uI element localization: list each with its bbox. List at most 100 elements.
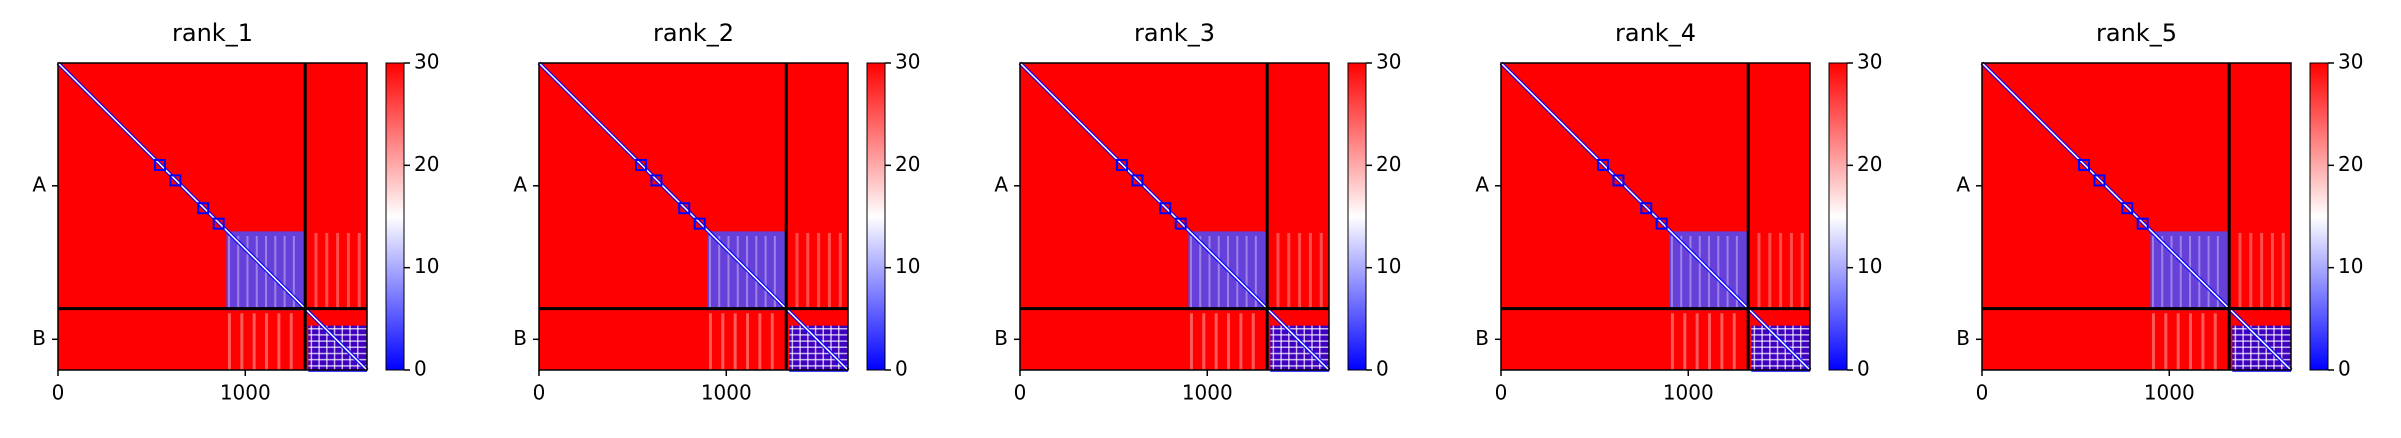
heatmap-streak xyxy=(2213,313,2217,372)
heatmap-dot xyxy=(1131,174,1144,187)
heatmap-streak xyxy=(237,236,240,308)
heatmap-streak xyxy=(1717,236,1720,308)
heatmap-streak xyxy=(2281,232,2285,311)
heatmap-streak xyxy=(838,232,842,311)
heatmap-streak xyxy=(817,232,821,311)
x-tick-label: 0 xyxy=(1495,381,1508,405)
colorbar-tick-label: 0 xyxy=(414,357,427,381)
colorbar-tick-label: 20 xyxy=(414,152,439,176)
heatmap-streak xyxy=(1720,313,1724,372)
y-tick-label: A xyxy=(32,172,46,196)
y-tick-label: A xyxy=(1956,172,1970,196)
heatmap-streak xyxy=(1680,236,1683,308)
heatmap-streak xyxy=(1726,236,1729,308)
heatmap-streak xyxy=(2161,236,2164,308)
heatmap-streak xyxy=(2151,236,2154,308)
heatmap-streak xyxy=(1789,232,1793,311)
colorbar-tick-label: 20 xyxy=(1376,152,1401,176)
heatmap-streak xyxy=(2216,236,2219,308)
heatmap-streak xyxy=(252,313,256,372)
heatmap-streak xyxy=(1735,236,1738,308)
heatmap-streak xyxy=(1208,236,1211,308)
heatmap-dot xyxy=(634,158,647,171)
heatmap-streak xyxy=(2189,313,2193,372)
heatmap-dot xyxy=(678,202,691,215)
heatmap-diagonal xyxy=(57,62,368,371)
heatmap-streak xyxy=(2249,232,2253,311)
heatmap-streak xyxy=(227,313,231,372)
heatmap-dot xyxy=(2136,217,2149,230)
heatmap-streak xyxy=(2207,236,2210,308)
heatmap-dot xyxy=(693,217,706,230)
heatmap-streak xyxy=(2179,236,2182,308)
heatmap-streak xyxy=(1689,236,1692,308)
heatmap-dot xyxy=(1596,158,1609,171)
heatmap-streak xyxy=(770,313,774,372)
heatmap-streak xyxy=(2201,313,2205,372)
heatmap-streak xyxy=(764,236,767,308)
heatmap-streak xyxy=(274,236,277,308)
heatmap-streak xyxy=(292,236,295,308)
heatmap-streak xyxy=(1779,232,1783,311)
colorbar-tick-label: 0 xyxy=(1376,357,1389,381)
colorbar-tick-label: 0 xyxy=(2338,357,2351,381)
axes-frame xyxy=(1500,62,1811,371)
x-tick-label: 1000 xyxy=(701,381,752,405)
heatmap-dot xyxy=(1640,202,1653,215)
heatmap-streak xyxy=(806,232,810,311)
heatmap-streak xyxy=(255,236,258,308)
heatmap-streak xyxy=(1768,232,1772,311)
heatmap-streak xyxy=(277,313,281,372)
heatmap-streak xyxy=(773,236,776,308)
colorbar xyxy=(2309,62,2329,371)
colorbar-tick-label: 20 xyxy=(895,152,920,176)
heatmap-streak xyxy=(1239,313,1243,372)
title: rank_5 xyxy=(2096,19,2177,47)
heatmap-streak xyxy=(733,313,737,372)
heatmap-diagonal xyxy=(1500,62,1811,371)
colorbar-tick-label: 0 xyxy=(1857,357,1870,381)
colorbar-tick-label: 30 xyxy=(1857,50,1882,74)
heatmap-streak xyxy=(718,236,721,308)
colorbar-tick-label: 30 xyxy=(895,50,920,74)
colorbar-tick-label: 30 xyxy=(1376,50,1401,74)
colorbar-tick-label: 10 xyxy=(2338,254,2363,278)
x-tick-label: 0 xyxy=(1976,381,1989,405)
heatmap-streak xyxy=(1732,313,1736,372)
colorbar-tick-label: 10 xyxy=(414,254,439,278)
heatmap-streak xyxy=(755,236,758,308)
heatmap-streak xyxy=(2176,313,2180,372)
heatmap-streak xyxy=(1670,236,1673,308)
y-tick-label: B xyxy=(513,326,527,350)
heatmap-streak xyxy=(1189,313,1193,372)
y-tick-label: A xyxy=(994,172,1008,196)
heatmap-streak xyxy=(2270,232,2274,311)
heatmap-streak xyxy=(2151,313,2155,372)
colorbar-tick-label: 30 xyxy=(2338,50,2363,74)
colorbar xyxy=(1347,62,1367,371)
axes-frame xyxy=(538,62,849,371)
heatmap-streak xyxy=(346,232,350,311)
heatmap-streak xyxy=(1236,236,1239,308)
heatmap-streak xyxy=(1276,232,1280,311)
heatmap-streak xyxy=(795,232,799,311)
axes-frame xyxy=(57,62,368,371)
colorbar xyxy=(1828,62,1848,371)
heatmap-streak xyxy=(746,313,750,372)
heatmap-streak xyxy=(721,313,725,372)
x-tick-label: 0 xyxy=(533,381,546,405)
heatmap-streak xyxy=(1800,232,1804,311)
heatmap-dot xyxy=(2077,158,2090,171)
heatmap-dot xyxy=(212,217,225,230)
heatmap-streak xyxy=(1227,313,1231,372)
heatmap-streak xyxy=(1695,313,1699,372)
title: rank_2 xyxy=(653,19,734,47)
y-tick-label: B xyxy=(1956,326,1970,350)
heatmap-streak xyxy=(827,232,831,311)
heatmap-streak xyxy=(265,313,269,372)
heatmap-streak xyxy=(708,236,711,308)
heatmap-diagonal xyxy=(538,62,849,371)
heatmap-streak xyxy=(2238,232,2242,311)
heatmap-dot xyxy=(1159,202,1172,215)
